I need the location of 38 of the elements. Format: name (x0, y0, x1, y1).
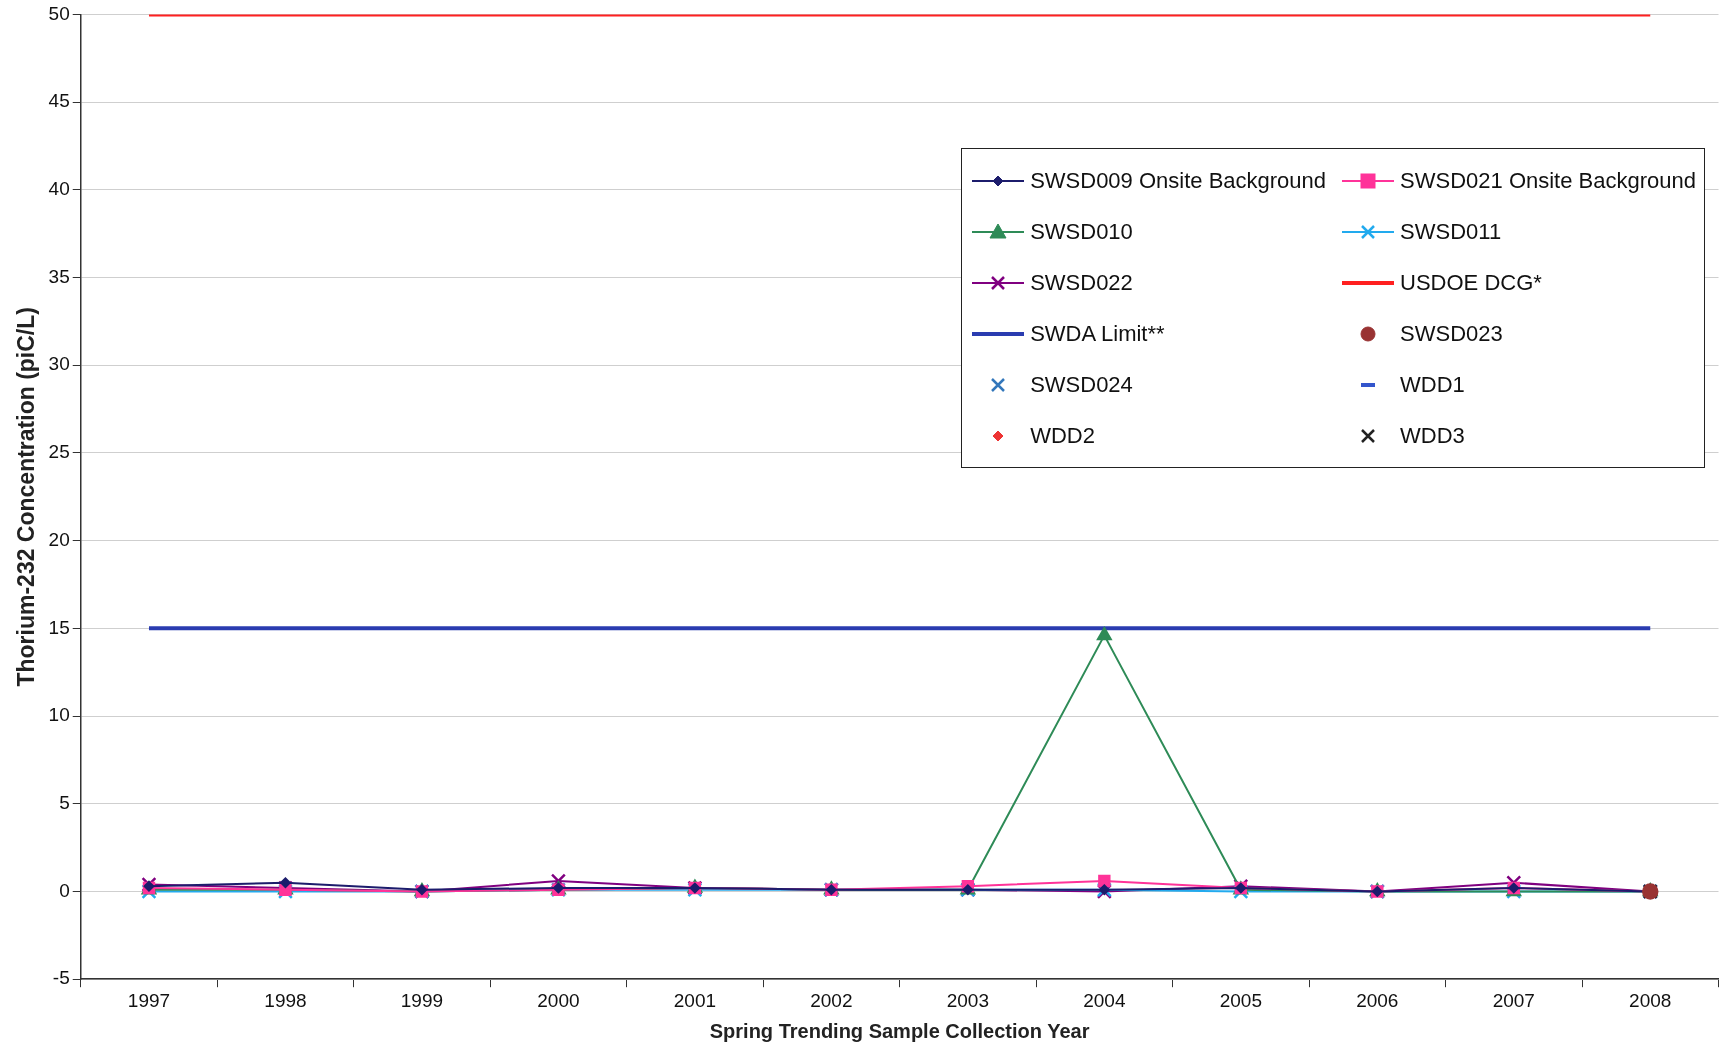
x-tick-label: 2006 (1356, 989, 1399, 1011)
y-tick-label: 20 (48, 528, 70, 550)
legend-label: SWSD024 (1030, 371, 1133, 398)
legend-label: SWSD021 Onsite Background (1400, 167, 1696, 194)
y-tick-label: 0 (59, 879, 70, 901)
legend-label: SWSD010 (1030, 218, 1133, 245)
x-tick-label: 2004 (1083, 989, 1126, 1011)
y-axis-title: Thorium-232 Concentration (piC/L) (13, 307, 40, 687)
x-tick-label: 2008 (1629, 989, 1672, 1011)
y-tick-label: 50 (48, 2, 70, 24)
x-tick-label: 2002 (810, 989, 853, 1011)
legend-label: SWDA Limit** (1030, 320, 1165, 347)
x-tick-label: 1998 (264, 989, 307, 1011)
legend-label: SWSD023 (1400, 320, 1503, 347)
y-tick-label: 5 (59, 792, 70, 814)
y-tick-label: -5 (52, 967, 70, 989)
x-axis-title: Spring Trending Sample Collection Year (709, 1019, 1090, 1042)
legend-label: SWSD011 (1400, 218, 1502, 245)
x-tick-label: 2007 (1492, 989, 1535, 1011)
y-tick-label: 40 (48, 178, 70, 200)
y-tick-label: 35 (48, 265, 70, 287)
y-tick-label: 45 (48, 90, 70, 112)
x-tick-label: 2001 (673, 989, 717, 1011)
legend-label: SWSD009 Onsite Background (1030, 167, 1327, 194)
legend-label: WDD1 (1400, 371, 1465, 398)
legend-label: USDOE DCG* (1400, 269, 1542, 296)
legend-label: SWSD022 (1030, 269, 1133, 296)
legend-label: WDD3 (1400, 422, 1465, 449)
y-tick-label: 30 (48, 353, 70, 375)
legend-label: WDD2 (1030, 422, 1095, 449)
y-tick-label: 25 (48, 441, 70, 463)
x-tick-label: 1997 (127, 989, 171, 1011)
y-tick-label: 15 (48, 616, 70, 638)
x-tick-label: 2003 (946, 989, 989, 1011)
x-tick-label: 2005 (1219, 989, 1262, 1011)
x-tick-label: 1999 (400, 989, 444, 1011)
x-tick-label: 2000 (537, 989, 580, 1011)
y-tick-label: 10 (48, 704, 70, 726)
